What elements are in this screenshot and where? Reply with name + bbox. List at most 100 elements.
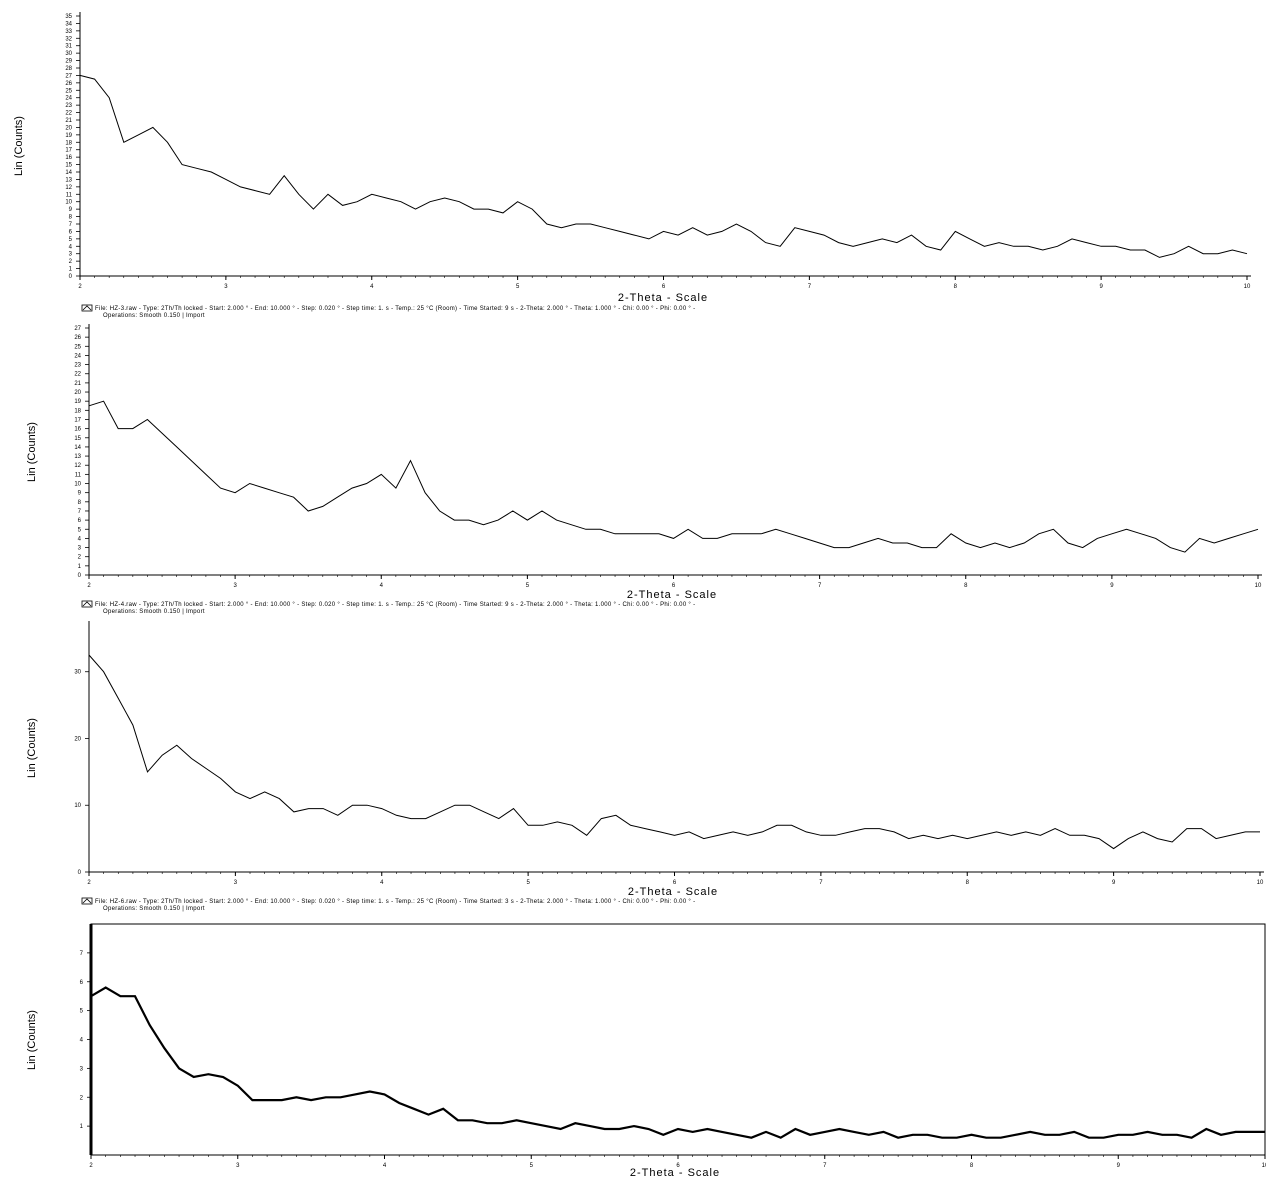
x-tick-label: 7 [818, 583, 822, 589]
y-tick-label: 3 [78, 546, 82, 552]
series-line-1 [88, 654, 1260, 850]
caption-line-1: File: HZ-6.raw - Type: 2Th/Th locked - S… [95, 899, 695, 905]
file-marker-icon [81, 897, 93, 905]
y-tick-label: 7 [69, 222, 73, 228]
y-tick-label: 34 [65, 21, 72, 27]
caption-line-2: Operations: Smooth 0.150 | Import [103, 313, 205, 319]
x-tick-label: 7 [808, 284, 812, 290]
x-tick-label: 9 [1117, 1163, 1121, 1169]
y-tick-label: 2 [69, 259, 73, 265]
y-tick-label: 20 [74, 736, 81, 742]
x-tick-label: 5 [516, 284, 520, 290]
x-tick-label: 8 [970, 1163, 974, 1169]
y-tick-label: 27 [74, 326, 81, 332]
y-tick-label: 22 [74, 372, 81, 378]
y-tick-label: 12 [74, 463, 81, 469]
file-marker-icon [81, 304, 93, 312]
y-tick-label: 9 [69, 207, 73, 213]
y-tick-label: 1 [80, 1124, 84, 1130]
y-tick-label: 25 [65, 88, 72, 94]
x-tick-label: 4 [383, 1163, 387, 1169]
y-tick-label: 30 [74, 670, 81, 676]
y-tick-label: 35 [65, 14, 72, 20]
y-tick-label: 31 [65, 44, 72, 50]
y-tick-label: 15 [74, 436, 81, 442]
y-tick-label: 0 [69, 274, 73, 280]
y-tick-label: 27 [65, 73, 72, 79]
y-tick-label: 3 [80, 1066, 84, 1072]
y-tick-label: 30 [65, 51, 72, 57]
y-tick-label: 13 [74, 454, 81, 460]
y-tick-label: 5 [80, 1009, 84, 1015]
series-line-1 [79, 74, 1248, 258]
y-tick-label: 10 [65, 200, 72, 206]
caption-line-1: File: HZ-4.raw - Type: 2Th/Th locked - S… [95, 602, 695, 608]
y-tick-label: 4 [69, 244, 73, 250]
y-tick-label: 18 [74, 408, 81, 414]
y-tick-label: 0 [78, 573, 82, 579]
y-tick-label: 6 [80, 980, 84, 986]
x-tick-label: 4 [380, 583, 384, 589]
x-tick-label: 9 [1110, 583, 1114, 589]
x-tick-label: 5 [530, 1163, 534, 1169]
y-tick-label: 10 [74, 803, 81, 809]
x-tick-label: 4 [370, 284, 374, 290]
y-tick-label: 14 [65, 170, 72, 176]
y-tick-label: 15 [65, 163, 72, 169]
y-tick-label: 19 [74, 399, 81, 405]
caption-line-2: Operations: Smooth 0.150 | Import [103, 906, 205, 912]
y-tick-label: 5 [69, 237, 73, 243]
x-tick-label: 8 [966, 880, 970, 886]
y-tick-label: 12 [65, 185, 72, 191]
y-tick-label: 33 [65, 29, 72, 35]
x-tick-label: 2 [78, 284, 82, 290]
y-tick-label: 25 [74, 344, 81, 350]
y-tick-label: 29 [65, 59, 72, 65]
x-tick-label: 3 [233, 583, 237, 589]
chart-panel-4: 2 3 4 5 6 7 8 9 10 1 2 3 4 5 6 7 Lin (Counts) 2-Theta - S… [26, 923, 1266, 1179]
x-tick-label: 7 [823, 1163, 827, 1169]
x-axis-label: 2-Theta - Scale [627, 589, 717, 601]
x-tick-label: 3 [236, 1163, 240, 1169]
chart-panel-2: 2 3 4 5 6 7 8 9 10012345678910111213141516171819… [26, 324, 1262, 615]
y-tick-label: 6 [69, 229, 73, 235]
x-tick-label: 3 [224, 284, 228, 290]
x-axis-label: 2-Theta - Scale [628, 886, 718, 898]
y-tick-label: 16 [74, 427, 81, 433]
chart-panel-1: 2 3 4 5 6 7 8 9 10012345678910111213141516171819… [13, 12, 1251, 319]
y-axis-label: Lin (Counts) [13, 116, 25, 176]
x-tick-label: 2 [87, 880, 91, 886]
y-tick-label: 23 [65, 103, 72, 109]
y-axis-label: Lin (Counts) [26, 422, 38, 482]
x-axis-label: 2-Theta - Scale [630, 1167, 720, 1179]
y-tick-label: 16 [65, 155, 72, 161]
y-tick-label: 10 [74, 482, 81, 488]
y-tick-label: 18 [65, 140, 72, 146]
y-axis-label: Lin (Counts) [26, 718, 38, 778]
x-tick-label: 10 [1244, 284, 1251, 290]
x-tick-label: 5 [526, 880, 530, 886]
y-tick-label: 21 [65, 118, 72, 124]
file-marker-icon [81, 600, 93, 608]
y-tick-label: 23 [74, 363, 81, 369]
y-tick-label: 17 [65, 148, 72, 154]
plot-frame [90, 923, 1266, 1156]
x-tick-label: 8 [964, 583, 968, 589]
x-tick-label: 10 [1255, 583, 1262, 589]
y-axis-label: Lin (Counts) [26, 1010, 38, 1070]
y-tick-label: 17 [74, 417, 81, 423]
y-tick-label: 26 [74, 335, 81, 341]
y-tick-label: 8 [69, 215, 73, 221]
x-tick-label: 6 [662, 284, 666, 290]
y-tick-label: 1 [69, 267, 73, 273]
x-tick-label: 8 [954, 284, 958, 290]
series-line-1 [88, 400, 1259, 553]
x-tick-label: 7 [819, 880, 823, 886]
y-tick-label: 2 [78, 555, 82, 561]
y-tick-label: 7 [80, 951, 84, 957]
y-tick-label: 14 [74, 445, 81, 451]
y-tick-label: 2 [80, 1095, 84, 1101]
x-tick-label: 3 [234, 880, 238, 886]
x-tick-label: 4 [380, 880, 384, 886]
